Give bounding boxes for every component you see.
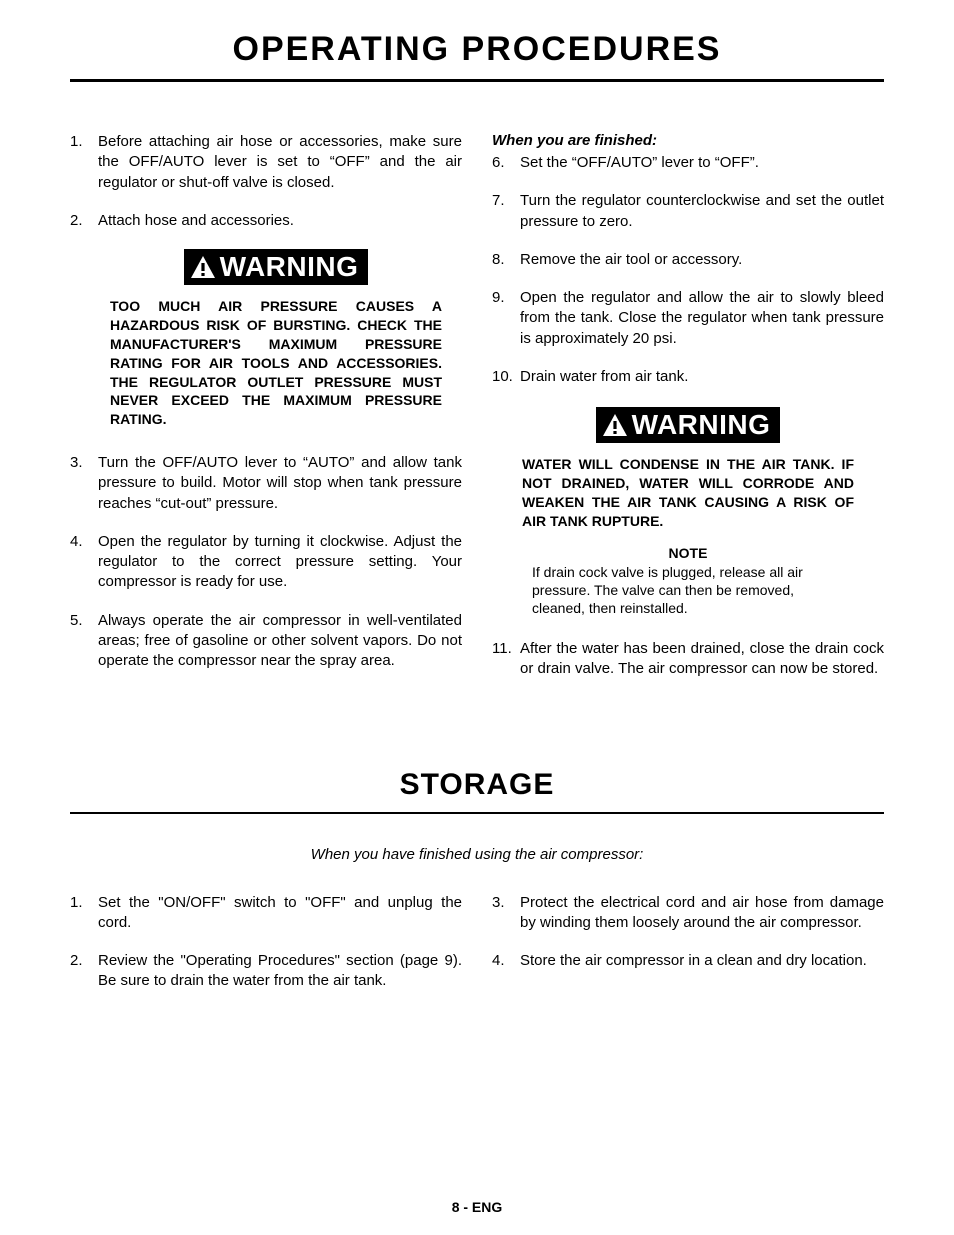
item-number: 4. bbox=[70, 532, 98, 593]
list-item: 5. Always operate the air compressor in … bbox=[70, 611, 462, 672]
divider bbox=[70, 812, 884, 814]
warning-badge: WARNING bbox=[596, 407, 781, 443]
warning-block: WARNING WATER WILL CONDENSE IN THE AIR T… bbox=[492, 407, 884, 531]
item-text: Turn the regulator counterclockwise and … bbox=[520, 191, 884, 232]
storage-heading: STORAGE bbox=[70, 768, 884, 802]
item-number: 3. bbox=[492, 893, 520, 934]
item-text: Protect the electrical cord and air hose… bbox=[520, 893, 884, 934]
list-item: 2. Review the "Operating Procedures" sec… bbox=[70, 951, 462, 992]
right-list-2: 11. After the water has been drained, cl… bbox=[492, 639, 884, 680]
item-number: 8. bbox=[492, 250, 520, 270]
list-item: 10. Drain water from air tank. bbox=[492, 367, 884, 387]
item-number: 1. bbox=[70, 132, 98, 193]
list-item: 7. Turn the regulator counterclockwise a… bbox=[492, 191, 884, 232]
list-item: 3. Turn the OFF/AUTO lever to “AUTO” and… bbox=[70, 453, 462, 514]
list-item: 4. Store the air compressor in a clean a… bbox=[492, 951, 884, 971]
item-number: 4. bbox=[492, 951, 520, 971]
item-text: Set the “OFF/AUTO” lever to “OFF”. bbox=[520, 153, 884, 173]
warning-label: WARNING bbox=[632, 409, 771, 441]
warning-label: WARNING bbox=[220, 251, 359, 283]
item-number: 2. bbox=[70, 951, 98, 992]
item-text: Store the air compressor in a clean and … bbox=[520, 951, 884, 971]
storage-left-list: 1. Set the "ON/OFF" switch to "OFF" and … bbox=[70, 893, 462, 992]
page-footer: 8 - ENG bbox=[0, 1199, 954, 1215]
note-body: If drain cock valve is plugged, release … bbox=[532, 563, 844, 618]
storage-columns: 1. Set the "ON/OFF" switch to "OFF" and … bbox=[70, 893, 884, 1010]
warning-text: TOO MUCH AIR PRESSURE CAUSES A HAZARDOUS… bbox=[110, 297, 442, 429]
operating-columns: 1. Before attaching air hose or accessor… bbox=[70, 132, 884, 698]
item-text: After the water has been drained, close … bbox=[520, 639, 884, 680]
warning-triangle-icon bbox=[190, 255, 216, 279]
list-item: 3. Protect the electrical cord and air h… bbox=[492, 893, 884, 934]
list-item: 6. Set the “OFF/AUTO” lever to “OFF”. bbox=[492, 153, 884, 173]
item-number: 7. bbox=[492, 191, 520, 232]
warning-badge: WARNING bbox=[184, 249, 369, 285]
right-column: When you are finished: 6. Set the “OFF/A… bbox=[492, 132, 884, 698]
list-item: 9. Open the regulator and allow the air … bbox=[492, 288, 884, 349]
item-text: Attach hose and accessories. bbox=[98, 211, 462, 231]
item-text: Open the regulator by turning it clockwi… bbox=[98, 532, 462, 593]
item-number: 9. bbox=[492, 288, 520, 349]
storage-right-list: 3. Protect the electrical cord and air h… bbox=[492, 893, 884, 972]
item-number: 5. bbox=[70, 611, 98, 672]
item-number: 1. bbox=[70, 893, 98, 934]
storage-right-column: 3. Protect the electrical cord and air h… bbox=[492, 893, 884, 1010]
list-item: 2. Attach hose and accessories. bbox=[70, 211, 462, 231]
left-column: 1. Before attaching air hose or accessor… bbox=[70, 132, 462, 698]
item-text: Drain water from air tank. bbox=[520, 367, 884, 387]
left-list-2: 3. Turn the OFF/AUTO lever to “AUTO” and… bbox=[70, 453, 462, 671]
item-text: Review the "Operating Procedures" sectio… bbox=[98, 951, 462, 992]
item-number: 10. bbox=[492, 367, 520, 387]
list-item: 1. Before attaching air hose or accessor… bbox=[70, 132, 462, 193]
warning-triangle-icon bbox=[602, 413, 628, 437]
warning-text: WATER WILL CONDENSE IN THE AIR TANK. IF … bbox=[522, 455, 854, 531]
left-list-1: 1. Before attaching air hose or accessor… bbox=[70, 132, 462, 231]
item-text: Always operate the air compressor in wel… bbox=[98, 611, 462, 672]
item-number: 2. bbox=[70, 211, 98, 231]
right-list-1: 6. Set the “OFF/AUTO” lever to “OFF”. 7.… bbox=[492, 153, 884, 387]
item-number: 6. bbox=[492, 153, 520, 173]
item-text: Set the "ON/OFF" switch to "OFF" and unp… bbox=[98, 893, 462, 934]
item-number: 3. bbox=[70, 453, 98, 514]
operating-procedures-heading: OPERATING PROCEDURES bbox=[70, 30, 884, 69]
item-text: Remove the air tool or accessory. bbox=[520, 250, 884, 270]
note-title: NOTE bbox=[532, 545, 844, 561]
list-item: 11. After the water has been drained, cl… bbox=[492, 639, 884, 680]
item-number: 11. bbox=[492, 639, 520, 680]
storage-intro: When you have finished using the air com… bbox=[70, 846, 884, 863]
list-item: 1. Set the "ON/OFF" switch to "OFF" and … bbox=[70, 893, 462, 934]
divider bbox=[70, 79, 884, 82]
finished-subhead: When you are finished: bbox=[492, 132, 884, 149]
item-text: Turn the OFF/AUTO lever to “AUTO” and al… bbox=[98, 453, 462, 514]
storage-left-column: 1. Set the "ON/OFF" switch to "OFF" and … bbox=[70, 893, 462, 1010]
list-item: 8. Remove the air tool or accessory. bbox=[492, 250, 884, 270]
item-text: Open the regulator and allow the air to … bbox=[520, 288, 884, 349]
list-item: 4. Open the regulator by turning it cloc… bbox=[70, 532, 462, 593]
item-text: Before attaching air hose or accessories… bbox=[98, 132, 462, 193]
note-block: NOTE If drain cock valve is plugged, rel… bbox=[492, 545, 884, 618]
warning-block: WARNING TOO MUCH AIR PRESSURE CAUSES A H… bbox=[70, 249, 462, 429]
